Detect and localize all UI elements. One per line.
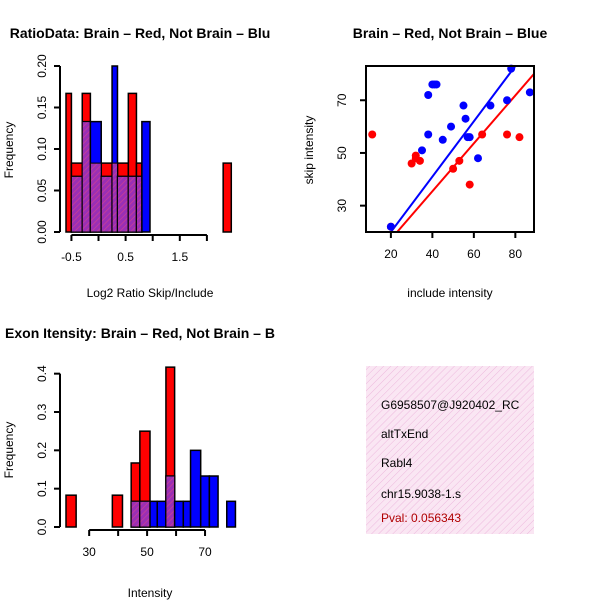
- intensity-notbrain-bar: [149, 500, 158, 528]
- scatter-point-not-brain: [503, 96, 512, 105]
- scatter-point-brain: [478, 130, 487, 139]
- scatter-point-not-brain: [525, 88, 534, 97]
- intensity-x-tick-label: 50: [140, 545, 154, 559]
- intensity-notbrain-bar: [226, 500, 237, 528]
- intensity-notbrain-bar: [156, 500, 167, 528]
- scatter-xlabel: include intensity: [407, 286, 492, 300]
- scatter-point-not-brain: [461, 114, 470, 123]
- scatter-point-not-brain: [447, 122, 456, 131]
- intensity-notbrain-bar: [189, 449, 202, 528]
- scatter-x-tick-label: 20: [384, 247, 398, 261]
- scatter-point-not-brain: [459, 101, 468, 110]
- ratio-histogram: RatioData: Brain – Red, Not Brain – Blu …: [2, 25, 270, 300]
- scatter-y-tick-label: 30: [335, 199, 349, 213]
- intensity-y-tick-label: 0.3: [35, 403, 49, 420]
- ratio-y-tick-label: 0.05: [35, 178, 49, 202]
- scatter-y-tick-label: 50: [335, 146, 349, 160]
- intensity-brain-bar: [65, 494, 77, 528]
- scatter-fit-line-not-brain: [390, 66, 517, 232]
- ratio-overlap-bar: [127, 175, 137, 233]
- scatter-frame: [365, 65, 535, 233]
- intensity-xlabel: Intensity: [128, 586, 173, 600]
- scatter-x-tick-label: 60: [467, 247, 481, 261]
- intensity-overlap-bar: [165, 475, 176, 528]
- intensity-y-tick-label: 0.2: [35, 442, 49, 459]
- intensity-ylabel: Frequency: [2, 422, 16, 479]
- intensity-x-tick-label: 70: [198, 545, 212, 559]
- intensity-axes: 0.0 0.1 0.2 0.3 0.4 30 50 70: [35, 365, 212, 559]
- skip-include-scatter: Brain – Red, Not Brain – Blue include in…: [302, 25, 547, 300]
- intensity-overlap-bar: [139, 500, 151, 528]
- scatter-points: [368, 64, 534, 232]
- intensity-overlap-bar: [130, 500, 141, 528]
- scatter-point-not-brain: [465, 133, 474, 142]
- scatter-point-brain: [449, 164, 458, 173]
- intensity-y-tick-label: 0.0: [35, 518, 49, 535]
- intensity-notbrain-bar: [208, 475, 219, 528]
- scatter-point-brain: [455, 156, 464, 165]
- scatter-ylabel: skip intensity: [302, 116, 316, 185]
- intensity-notbrain-bar: [173, 500, 185, 528]
- scatter-point-brain: [503, 130, 512, 139]
- scatter-title: Brain – Red, Not Brain – Blue: [353, 25, 548, 41]
- ratio-overlap-bar: [70, 175, 83, 233]
- scatter-axes: 20 40 60 80 30 50 70: [335, 65, 535, 261]
- info-panel: G6958507@J920402_RC altTxEnd Rabl4 chr15…: [366, 366, 534, 534]
- ratio-y-tick-label: 0.15: [35, 95, 49, 119]
- scatter-y-tick-label: 70: [335, 93, 349, 107]
- intensity-notbrain-bar: [199, 475, 211, 528]
- intensity-y-tick-label: 0.4: [35, 365, 49, 382]
- ratio-x-tick-label: -0.5: [61, 250, 82, 264]
- scatter-fit-line-brain: [396, 73, 534, 232]
- ratio-ylabel: Frequency: [2, 122, 16, 179]
- ratio-axes: 0.00 0.05 0.10 0.15 0.20 -0.5 0.5 1.5: [35, 54, 208, 264]
- intensity-notbrain-bar: [182, 500, 192, 528]
- intensity-brain-bar: [111, 494, 124, 528]
- scatter-point-brain: [415, 156, 424, 165]
- scatter-point-not-brain: [418, 146, 426, 155]
- scatter-point-not-brain: [424, 90, 433, 99]
- ratio-bars: [65, 65, 233, 233]
- info-probe: G6958507@J920402_RC: [381, 398, 520, 412]
- ratio-y-tick-label: 0.20: [35, 54, 49, 78]
- ratio-y-tick-label: 0.10: [35, 137, 49, 161]
- ratio-brain-bar: [222, 162, 233, 233]
- intensity-histogram: Exon Itensity: Brain – Red, Not Brain – …: [2, 325, 275, 600]
- scatter-point-not-brain: [486, 101, 495, 110]
- info-gene: Rabl4: [381, 456, 413, 470]
- ratio-brain-bar: [65, 92, 73, 233]
- ratio-overlap-bar: [100, 175, 113, 233]
- info-background: [366, 366, 534, 534]
- ratio-x-tick-label: 0.5: [117, 250, 134, 264]
- scatter-point-not-brain: [432, 80, 441, 89]
- intensity-x-tick-label: 30: [82, 545, 96, 559]
- scatter-point-not-brain: [438, 135, 447, 144]
- ratio-overlap-bar: [81, 121, 91, 233]
- intensity-title: Exon Itensity: Brain – Red, Not Brain – …: [5, 325, 275, 341]
- intensity-bars: [65, 366, 237, 528]
- scatter-x-tick-label: 40: [426, 247, 440, 261]
- ratio-notbrain-bar: [141, 120, 151, 233]
- scatter-point-not-brain: [474, 154, 482, 163]
- scatter-point-brain: [465, 180, 474, 189]
- info-location: chr15.9038-1.s: [381, 487, 461, 501]
- ratio-overlap-bar: [116, 175, 129, 233]
- intensity-y-tick-label: 0.1: [35, 480, 49, 497]
- scatter-point-not-brain: [424, 130, 433, 139]
- ratio-overlap-bar: [135, 175, 143, 233]
- ratio-overlap-bar: [111, 162, 118, 233]
- ratio-xlabel: Log2 Ratio Skip/Include: [87, 286, 214, 300]
- ratio-overlap-bar: [89, 162, 102, 233]
- scatter-point-brain: [368, 130, 377, 139]
- ratio-title: RatioData: Brain – Red, Not Brain – Blu: [10, 25, 271, 41]
- scatter-point-brain: [515, 133, 524, 142]
- info-pval: Pval: 0.056343: [381, 511, 461, 525]
- info-event: altTxEnd: [381, 427, 428, 441]
- scatter-x-tick-label: 80: [509, 247, 523, 261]
- ratio-x-tick-label: 1.5: [171, 250, 188, 264]
- scatter-point-not-brain: [386, 222, 395, 231]
- ratio-y-tick-label: 0.00: [35, 220, 49, 244]
